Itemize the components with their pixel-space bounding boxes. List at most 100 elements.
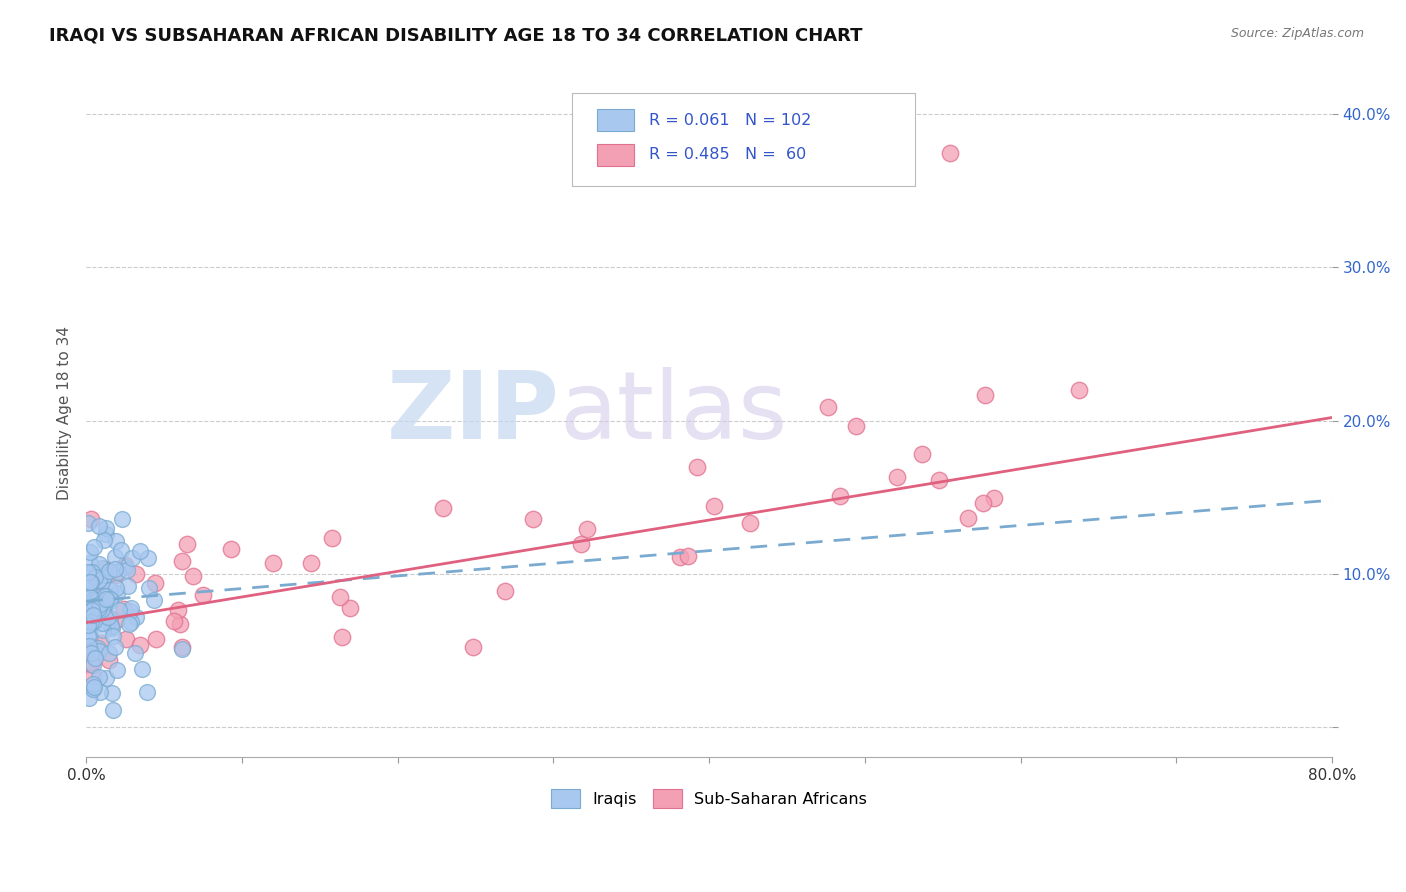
Point [845, 418, 868, 433]
Point [94, 591, 117, 606]
Point [83, 681, 105, 695]
Point [96, 589, 118, 603]
Point [76, 603, 98, 617]
Point [77, 565, 100, 579]
Point [830, 489, 852, 503]
Point [939, 145, 962, 160]
Point [107, 603, 129, 617]
Point [83, 651, 105, 665]
Point [79, 609, 101, 624]
Point [115, 564, 138, 578]
Point [111, 512, 134, 526]
Point [76, 574, 98, 588]
Point [87, 573, 110, 587]
Point [97, 611, 120, 625]
Point [76, 609, 98, 624]
Point [100, 594, 122, 608]
Point [97, 610, 120, 624]
Point [91, 601, 114, 615]
Point [103, 629, 125, 643]
Text: IRAQI VS SUBSAHARAN AFRICAN DISABILITY AGE 18 TO 34 CORRELATION CHART: IRAQI VS SUBSAHARAN AFRICAN DISABILITY A… [49, 27, 863, 45]
Point [571, 537, 593, 551]
Point [94, 589, 117, 603]
Point [91, 623, 114, 637]
Point [669, 549, 692, 564]
Point [86, 593, 108, 607]
Point [90, 561, 112, 575]
Point [112, 602, 135, 616]
Point [678, 549, 700, 563]
Point [80, 646, 103, 660]
Point [169, 617, 191, 632]
Point [339, 600, 361, 615]
Point [105, 586, 128, 600]
Point [740, 516, 762, 531]
Point [84, 570, 107, 584]
Point [76, 583, 98, 598]
Point [142, 593, 165, 607]
Point [110, 542, 132, 557]
Text: Source: ZipAtlas.com: Source: ZipAtlas.com [1230, 27, 1364, 40]
FancyBboxPatch shape [598, 144, 634, 166]
Point [80, 657, 103, 671]
Point [957, 511, 980, 525]
Point [90, 636, 112, 650]
Point [135, 685, 157, 699]
Point [87, 641, 110, 656]
Point [886, 470, 908, 484]
Point [79, 574, 101, 589]
Point [80, 512, 103, 526]
Point [101, 686, 124, 700]
Point [911, 447, 934, 461]
Point [983, 491, 1005, 506]
Point [138, 550, 160, 565]
Point [104, 550, 127, 565]
Point [118, 604, 141, 618]
Point [82, 676, 104, 690]
Point [120, 600, 142, 615]
Point [79, 545, 101, 559]
Point [1067, 383, 1090, 397]
FancyBboxPatch shape [572, 93, 915, 186]
Point [172, 640, 194, 655]
Point [181, 568, 204, 582]
Point [121, 550, 143, 565]
Point [91, 574, 114, 588]
Point [82, 593, 104, 607]
Point [94, 520, 117, 534]
Point [82, 607, 104, 622]
Point [124, 610, 146, 624]
Point [928, 473, 950, 487]
Point [87, 644, 110, 658]
FancyBboxPatch shape [598, 109, 634, 131]
Point [972, 495, 994, 509]
Point [94, 568, 117, 582]
Point [105, 533, 128, 548]
Point [172, 554, 194, 568]
Point [80, 574, 103, 589]
Point [89, 597, 111, 611]
Point [83, 541, 105, 555]
Point [98, 582, 121, 597]
Point [90, 592, 112, 607]
Point [82, 681, 104, 696]
Point [163, 614, 186, 628]
Point [143, 576, 166, 591]
Point [90, 616, 112, 631]
Legend: Iraqis, Sub-Saharan Africans: Iraqis, Sub-Saharan Africans [544, 782, 873, 814]
Point [103, 562, 125, 576]
Point [79, 588, 101, 602]
Point [114, 559, 136, 574]
Point [89, 586, 111, 600]
Point [103, 702, 125, 716]
Point [84, 599, 107, 613]
Point [117, 579, 139, 593]
Point [80, 566, 103, 580]
Point [105, 613, 128, 627]
Point [82, 607, 104, 622]
Point [83, 615, 105, 629]
Point [686, 460, 709, 475]
Text: R = 0.485   N =  60: R = 0.485 N = 60 [650, 147, 807, 162]
Point [120, 615, 142, 630]
Point [87, 598, 110, 612]
